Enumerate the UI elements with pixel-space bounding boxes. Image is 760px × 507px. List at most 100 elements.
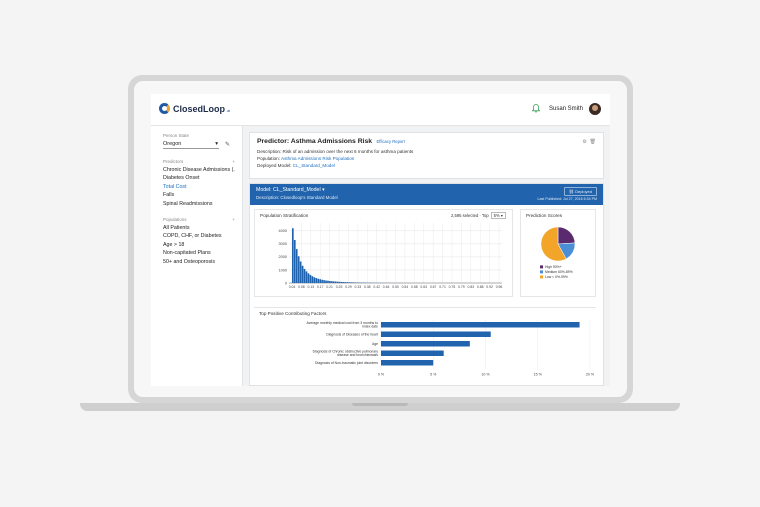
histogram-bar <box>329 280 331 283</box>
x-tick-label: 0.54 <box>402 285 409 289</box>
predictor-list: Chronic Disease Admissions (... Diabetes … <box>163 167 242 207</box>
edit-icon[interactable]: ✎ <box>225 142 231 148</box>
prediction-scores-pie[interactable]: High 90%+Medium 60%-89%Low < 0%-59% <box>521 210 595 296</box>
x-tick-label: 15 % <box>534 373 543 377</box>
histogram-bar <box>315 278 318 283</box>
factor-label: index date <box>362 325 378 329</box>
population-item[interactable]: Non-capitated Plans <box>163 250 211 257</box>
x-tick-label: 0.42 <box>373 285 380 289</box>
model-card: Model: CL_Standard_Model ▾ Description: … <box>249 183 604 386</box>
histogram-bar <box>334 281 337 283</box>
population-item[interactable]: All Patients <box>163 224 190 231</box>
laptop-base <box>80 403 680 411</box>
last-published: Last Published: Jul 27, 2018 6:34 PM <box>537 197 597 201</box>
predictor-item[interactable]: Spinal Readmissions <box>163 200 213 207</box>
histogram-bar <box>333 281 335 283</box>
x-tick-label: 0.58 <box>411 285 418 289</box>
predictor-item[interactable]: Diabetes Onset <box>163 175 200 182</box>
x-tick-label: 0.04 <box>289 285 296 289</box>
x-tick-label: 0.63 <box>420 285 427 289</box>
legend-swatch <box>540 265 543 269</box>
predictor-card: Predictor: Asthma Admissions Risk Effica… <box>249 132 604 179</box>
predictor-title: Predictor: Asthma Admissions Risk <box>257 138 373 145</box>
x-tick-label: 0.83 <box>467 285 474 289</box>
populations-label: Populations <box>163 216 187 222</box>
x-tick-label: 0.92 <box>486 285 493 289</box>
app-screen: ClosedLoop .ai Susan Smith Person State … <box>151 94 610 386</box>
population-label: Population: <box>257 156 280 162</box>
population-item[interactable]: Age > 18 <box>163 241 185 248</box>
predictor-item[interactable]: Chronic Disease Admissions (... <box>163 166 235 173</box>
histogram-bar <box>307 273 310 283</box>
predictor-item[interactable]: Total Cost <box>163 183 187 190</box>
chevron-down-icon[interactable]: ▾ <box>322 187 325 193</box>
x-tick-label: 20 % <box>586 373 595 377</box>
x-tick-label: 0.17 <box>317 285 324 289</box>
model-description: Description: Closedloop's Standard Model <box>256 195 338 200</box>
add-predictor-icon[interactable]: + <box>232 159 235 164</box>
x-tick-label: 0.96 <box>496 285 503 289</box>
top-header: ClosedLoop .ai Susan Smith <box>151 94 610 126</box>
legend-swatch <box>540 275 543 279</box>
y-tick-label: 3000 <box>279 242 287 246</box>
settings-gear-icon[interactable]: ⚙ <box>582 139 587 145</box>
x-tick-label: 0.08 <box>298 285 305 289</box>
x-tick-label: 0.46 <box>383 285 390 289</box>
legend-label: High 90%+ <box>545 265 562 269</box>
histogram-bar <box>305 271 308 283</box>
factor-label: Diagnosis of Diseases of the heart <box>326 333 378 337</box>
histogram-bar <box>325 280 327 283</box>
histogram-bar <box>354 282 357 283</box>
logo[interactable]: ClosedLoop .ai <box>159 103 230 114</box>
description-label: Description: <box>257 149 282 154</box>
factor-label: Age <box>372 342 378 346</box>
person-state-value: Oregon <box>163 141 182 147</box>
notification-bell-icon[interactable] <box>532 104 540 113</box>
x-tick-label: 0.88 <box>477 285 484 289</box>
person-state-label: Person State <box>163 133 190 138</box>
person-state-select[interactable]: Oregon ▾ ✎ <box>163 140 242 149</box>
x-tick-label: 0.33 <box>355 285 362 289</box>
chevron-down-icon: ▾ <box>215 141 218 147</box>
histogram-bar <box>293 239 296 283</box>
x-tick-label: 0.13 <box>308 285 315 289</box>
histogram-bar <box>350 282 353 283</box>
contributing-factors-panel: Top Positive Contributing Factors 0 % 5 %… <box>254 307 596 383</box>
factor-bar <box>381 331 491 337</box>
deployed-button[interactable]: ⛓ Deployed <box>563 187 597 196</box>
delete-trash-icon[interactable]: 🗑 <box>589 139 596 145</box>
histogram-bar <box>331 281 333 283</box>
logo-suffix: .ai <box>226 108 231 113</box>
logo-mark-icon <box>159 103 170 114</box>
histogram-bar <box>319 279 321 283</box>
factor-bar <box>381 322 580 328</box>
population-item[interactable]: 50+ and Osteoporosis <box>163 258 215 265</box>
top-percent-select[interactable]: 5% ▾ <box>490 212 506 219</box>
x-tick-label: 0.21 <box>326 285 333 289</box>
contributing-factors-chart[interactable]: 0 % 5 % 10 % 15 % 20 % Average monthly medica… <box>254 308 596 384</box>
predictor-item[interactable]: Falls <box>163 192 175 199</box>
factor-label: Diagnosis of Non-traumatic joint disorde… <box>315 361 378 365</box>
population-stratification-panel: Population Stratification 2,595 selected… <box>254 209 513 297</box>
histogram-bar <box>311 276 314 283</box>
stratification-controls: 2,595 selected · Top 5% ▾ <box>451 212 506 219</box>
add-population-icon[interactable]: + <box>232 216 235 222</box>
x-tick-label: 0.50 <box>392 285 399 289</box>
population-item[interactable]: COPD, CHF, or Diabetes <box>163 233 222 240</box>
y-tick-label: 2000 <box>279 255 287 259</box>
population-link[interactable]: Asthma Admissions Risk Population <box>281 156 355 162</box>
histogram-bar <box>327 280 329 283</box>
predictor-description: Description: Risk of an admission over t… <box>257 149 596 154</box>
avatar[interactable] <box>589 103 601 115</box>
y-tick-label: 4000 <box>279 229 287 233</box>
user-name[interactable]: Susan Smith <box>549 106 584 112</box>
top-percent-value: 5% <box>493 213 500 218</box>
histogram-bar <box>344 282 347 283</box>
deployed-model-link[interactable]: CL_Standard_Model <box>292 163 335 169</box>
efficacy-report-link[interactable]: Efficacy Report <box>376 139 405 144</box>
model-name: Model: CL_Standard_Model ▾ <box>256 187 597 193</box>
deployed-model-label: Deployed Model: <box>257 163 292 169</box>
person-state-dropdown[interactable]: Oregon ▾ <box>163 140 219 149</box>
histogram-bar <box>338 281 341 283</box>
